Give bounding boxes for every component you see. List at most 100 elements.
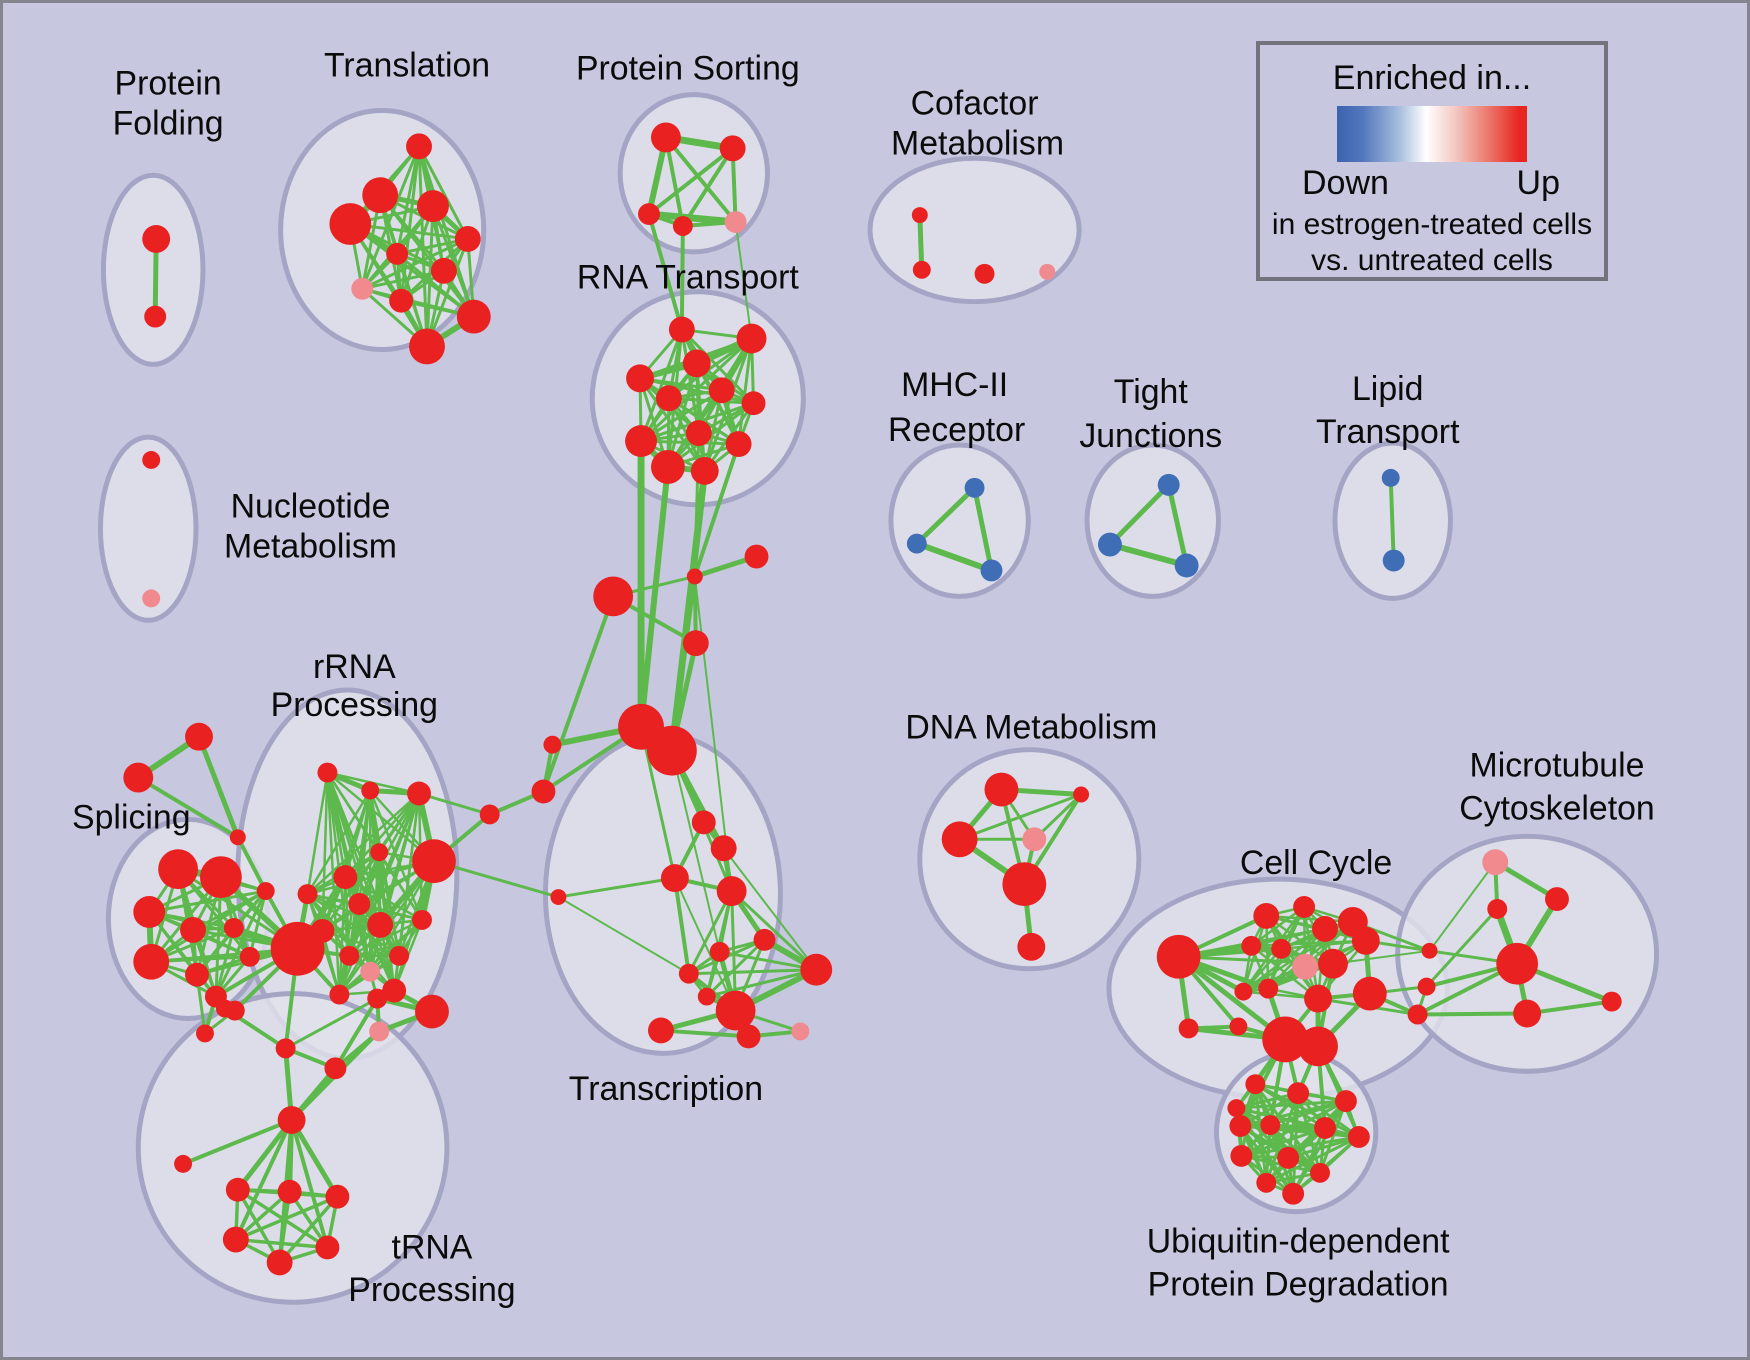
node-rr6[interactable] (333, 865, 358, 890)
node-cc12[interactable] (1258, 978, 1279, 999)
node-cb9[interactable] (479, 804, 500, 825)
node-cc3[interactable] (1293, 896, 1316, 918)
node-lt2[interactable] (1382, 549, 1405, 572)
node-ub12[interactable] (1310, 1162, 1330, 1183)
node-pf2[interactable] (144, 305, 167, 328)
node-tx4[interactable] (716, 876, 747, 906)
node-sp7[interactable] (133, 943, 170, 980)
node-dm6[interactable] (1017, 932, 1046, 961)
node-ub11[interactable] (1256, 1172, 1277, 1193)
node-rt2[interactable] (736, 323, 767, 354)
node-tx10[interactable] (736, 1024, 761, 1049)
node-ub2[interactable] (1287, 1082, 1310, 1105)
node-rt7[interactable] (741, 391, 766, 416)
node-dm5[interactable] (1002, 862, 1047, 906)
node-rt6[interactable] (708, 377, 735, 404)
node-t1[interactable] (406, 133, 432, 160)
node-t7[interactable] (430, 257, 457, 284)
node-rt5[interactable] (655, 385, 682, 412)
node-tj2[interactable] (1098, 532, 1122, 557)
node-cb3[interactable] (593, 576, 634, 617)
node-ps3[interactable] (638, 203, 660, 226)
node-mt6[interactable] (1601, 991, 1622, 1012)
node-cb10[interactable] (550, 889, 567, 906)
node-ub9[interactable] (1230, 1144, 1253, 1167)
node-nm1[interactable] (142, 451, 161, 469)
node-rt1[interactable] (668, 316, 695, 343)
node-mt3[interactable] (1545, 887, 1569, 911)
node-rz2[interactable] (275, 1038, 296, 1059)
node-tr1[interactable] (225, 1177, 250, 1202)
node-sx3[interactable] (229, 829, 246, 846)
node-rt12[interactable] (690, 456, 719, 485)
node-cb1[interactable] (686, 568, 703, 585)
node-mt5[interactable] (1513, 999, 1542, 1028)
node-rt4[interactable] (626, 364, 654, 393)
node-cb4[interactable] (682, 630, 709, 657)
node-mt1[interactable] (1482, 849, 1509, 876)
node-rz5[interactable] (415, 994, 449, 1029)
node-rr15[interactable] (382, 978, 407, 1003)
node-tr4[interactable] (222, 1226, 249, 1253)
node-cm2[interactable] (912, 260, 931, 279)
node-tr6[interactable] (266, 1249, 293, 1276)
node-sp3[interactable] (133, 896, 166, 928)
node-cb7[interactable] (543, 735, 562, 754)
node-cc10[interactable] (1351, 926, 1380, 955)
node-rr7[interactable] (297, 884, 318, 905)
node-rt8[interactable] (685, 420, 712, 447)
node-hub[interactable] (270, 921, 325, 976)
node-tx12[interactable] (648, 1017, 674, 1044)
node-cc11[interactable] (1234, 982, 1253, 1001)
node-cc20[interactable] (1407, 1004, 1428, 1025)
node-tx5[interactable] (753, 928, 776, 951)
node-rr13[interactable] (360, 961, 381, 982)
node-mt2[interactable] (1487, 899, 1508, 919)
node-sp8[interactable] (185, 962, 209, 987)
node-sp10[interactable] (239, 946, 260, 967)
node-cc14[interactable] (1229, 1017, 1248, 1036)
node-sp1[interactable] (158, 849, 198, 890)
node-ps4[interactable] (672, 216, 693, 236)
node-cb6[interactable] (647, 725, 697, 776)
node-cc18[interactable] (1421, 942, 1438, 959)
node-rz3[interactable] (324, 1057, 347, 1080)
node-cm4[interactable] (1039, 263, 1056, 280)
node-t4[interactable] (417, 190, 449, 223)
node-sx2[interactable] (185, 722, 213, 751)
node-rr12[interactable] (389, 945, 410, 966)
node-ub10[interactable] (1277, 1146, 1300, 1169)
node-ub13[interactable] (1282, 1182, 1305, 1205)
node-tr3[interactable] (325, 1184, 350, 1209)
node-ub7[interactable] (1314, 1117, 1336, 1139)
node-rr11[interactable] (339, 945, 360, 966)
node-tj3[interactable] (1174, 553, 1199, 578)
node-tx14[interactable] (791, 1022, 810, 1041)
node-cb8[interactable] (531, 779, 556, 804)
node-cc13[interactable] (1304, 984, 1332, 1013)
node-cc17[interactable] (1298, 1026, 1338, 1067)
node-sp2[interactable] (199, 856, 242, 899)
node-t2[interactable] (362, 177, 399, 214)
node-sp12[interactable] (196, 1024, 214, 1043)
node-pf1[interactable] (142, 225, 171, 253)
node-cc15[interactable] (1352, 976, 1387, 1011)
node-rz4[interactable] (367, 988, 388, 1009)
node-ub8[interactable] (1347, 1126, 1370, 1148)
node-cc0[interactable] (1156, 934, 1201, 979)
node-cc8[interactable] (1292, 953, 1319, 980)
node-ub6[interactable] (1260, 1115, 1281, 1135)
node-ub5[interactable] (1229, 1115, 1252, 1137)
node-rr16[interactable] (412, 909, 432, 930)
node-nm2[interactable] (142, 589, 161, 608)
node-ub4[interactable] (1334, 1090, 1357, 1113)
node-ps2[interactable] (719, 135, 746, 162)
node-rr10[interactable] (310, 918, 335, 943)
node-sx1[interactable] (123, 762, 154, 793)
node-tr0[interactable] (277, 1106, 306, 1134)
node-t6[interactable] (386, 242, 409, 265)
node-cc19[interactable] (1417, 977, 1436, 996)
node-rt9[interactable] (625, 425, 657, 457)
node-rt3[interactable] (682, 349, 711, 378)
node-dm4[interactable] (1022, 827, 1047, 852)
